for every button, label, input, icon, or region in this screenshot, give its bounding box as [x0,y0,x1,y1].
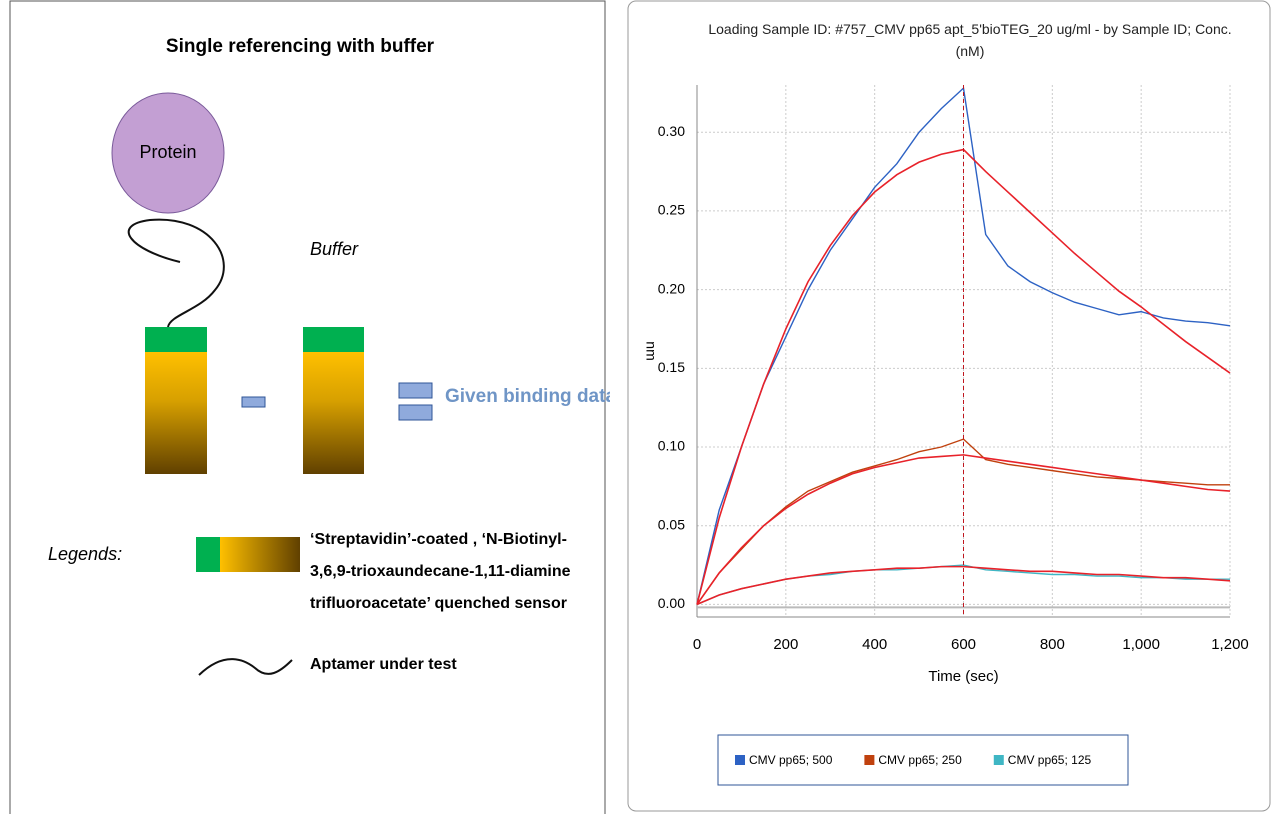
x-tick-label: 400 [862,636,887,653]
y-tick-label: 0.00 [658,595,685,611]
chart: 0.00 0.05 0.10 0.15 0.20 0.25 0.30 0 200 400 600 80… [627,0,1273,814]
legend-swatch [735,755,745,765]
y-tick-label: 0.25 [658,202,685,218]
sensor-body [145,352,207,474]
y-tick-label: 0.15 [658,359,685,375]
legend-text: trifluoroacetate’ quenched sensor [310,595,567,612]
equals [399,383,432,398]
equals [399,405,432,420]
y-tick-label: 0.10 [658,438,685,454]
legend-swatch [994,755,1004,765]
panel-border [628,1,1270,811]
minus [242,397,265,407]
legend-label: CMV pp65; 125 [1008,753,1092,767]
result-label: Given binding data [445,386,610,407]
x-tick-label: 800 [1040,636,1065,653]
legend-label: CMV pp65; 250 [878,753,962,767]
protein-label: Protein [139,142,196,162]
x-tick-label: 0 [693,636,701,653]
legend-text: ‘Streptavidin’-coated , ‘N-Biotinyl- [310,531,567,548]
x-axis-label: Time (sec) [928,668,998,685]
legend-text: Aptamer under test [310,656,457,673]
legend-title: Legends: [48,544,122,564]
diagram-title: Single referencing with buffer [166,36,435,57]
x-tick-label: 600 [951,636,976,653]
page: Single referencing with buffer Protein B… [0,0,1273,814]
aptamer [129,220,224,327]
x-tick-label: 1,200 [1211,636,1249,653]
legend-swatch [864,755,874,765]
legend-sensor [220,537,300,572]
x-tick-label: 1,000 [1122,636,1160,653]
sensor-top [145,327,207,352]
y-axis-label: nm [643,341,659,360]
y-tick-label: 0.05 [658,516,685,532]
y-tick-label: 0.30 [658,123,685,139]
legend-aptamer [199,659,292,675]
legend-text: 3,6,9-trioxaundecane-1,11-diamine [310,563,571,580]
x-tick-label: 200 [773,636,798,653]
buffer-label: Buffer [310,239,359,259]
diagram: Single referencing with buffer Protein B… [0,0,610,814]
sensor-body [303,352,364,474]
legend-label: CMV pp65; 500 [749,753,833,767]
sensor-top [303,327,364,352]
legend-sensor [196,537,220,572]
y-tick-label: 0.20 [658,280,685,296]
chart-title: Loading Sample ID: #757_CMV pp65 apt_5'b… [700,18,1240,62]
